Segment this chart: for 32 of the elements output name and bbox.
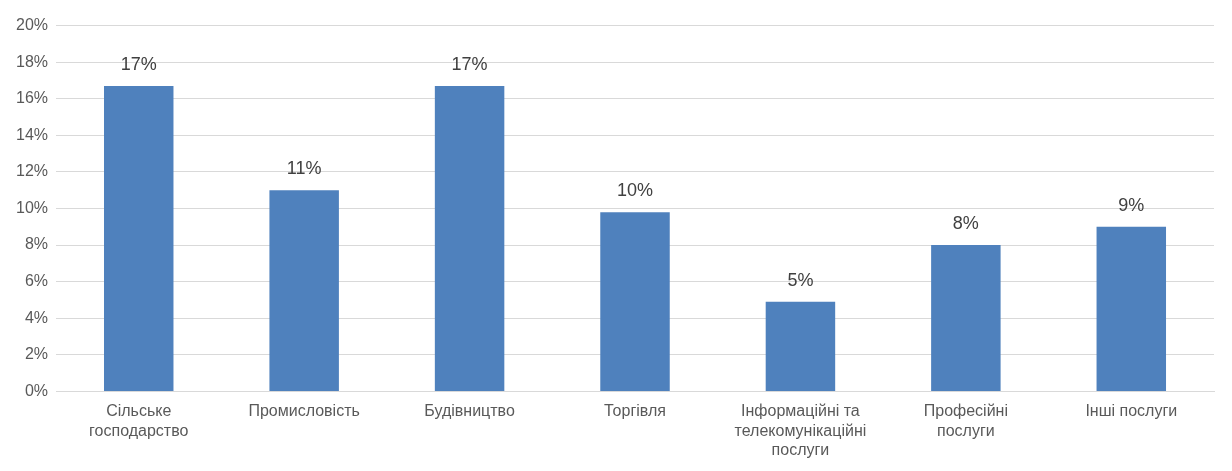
y-tick-label: 14% — [15, 125, 49, 143]
x-tick-label: Будівництво — [424, 402, 515, 420]
x-tick-label: Промисловість — [248, 402, 360, 420]
x-tick-label: Інформаційні та телекомунікаційні послуги — [734, 402, 867, 458]
y-tick-label: 20% — [15, 16, 49, 34]
y-tick-label: 2% — [24, 345, 49, 363]
y-tick-label: 16% — [15, 89, 49, 107]
data-label: 17% — [120, 53, 157, 74]
bar — [269, 190, 339, 391]
bar — [931, 245, 1001, 391]
y-tick-label: 10% — [15, 198, 49, 216]
y-tick-label: 4% — [24, 308, 49, 326]
x-tick-label: Торгівля — [604, 402, 666, 420]
data-label: 8% — [952, 213, 979, 234]
data-label: 5% — [787, 269, 814, 290]
y-tick-label: 6% — [24, 272, 49, 290]
bar — [1096, 226, 1167, 391]
data-label: 10% — [617, 180, 654, 201]
bar — [765, 301, 836, 391]
x-tick-label: Інші послуги — [1085, 402, 1178, 420]
bar — [434, 85, 505, 391]
data-label: 11% — [286, 158, 322, 179]
data-label: 9% — [1118, 194, 1145, 215]
y-tick-label: 18% — [15, 52, 49, 70]
x-tick-label: Сільське господарство — [89, 402, 189, 439]
y-tick-label: 0% — [24, 381, 49, 399]
x-tick-label: Професійні послуги — [923, 402, 1008, 439]
bar — [104, 85, 174, 391]
bar — [600, 212, 670, 391]
y-tick-label: 8% — [24, 235, 49, 253]
data-label: 17% — [451, 53, 488, 74]
y-tick-label: 12% — [15, 162, 49, 180]
